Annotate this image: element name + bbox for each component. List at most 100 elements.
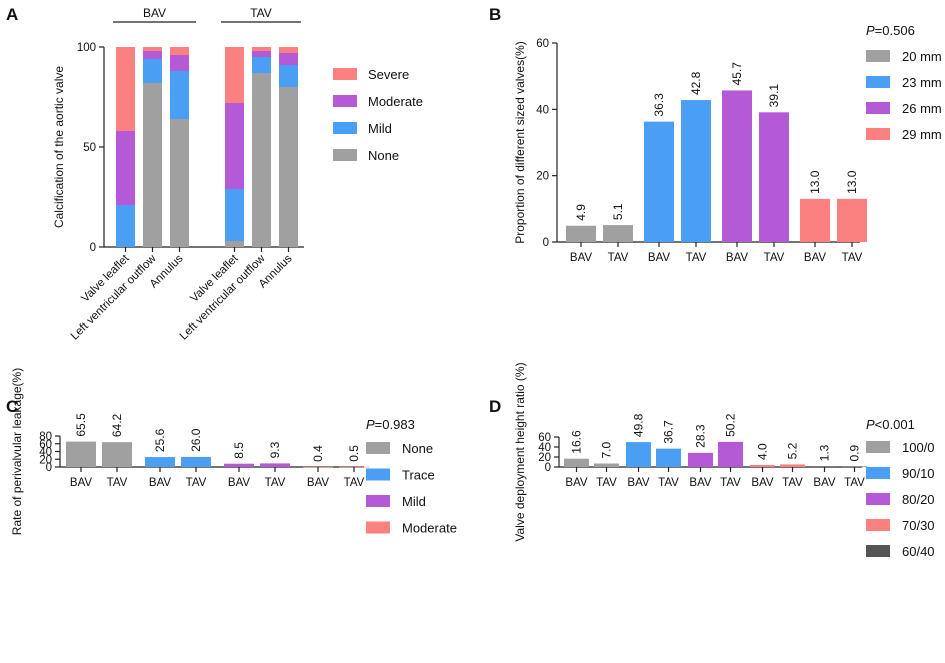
panel-d-x-tick-label: BAV [565,477,587,489]
panel-c-y-tick-label: 80 [39,431,52,443]
panel-b-y-tick-label: 60 [536,38,549,50]
panel-c-value-label: 0.5 [347,445,361,462]
panel-b-y-tick-label: 20 [536,171,549,183]
panel-b-plot: 0 20 40 60 Proportion of different sized val… [513,23,942,264]
panel-b-legend-swatch [866,50,890,62]
panel-c-x-tick-label: BAV [149,477,171,489]
panel-d-x-tick-label: TAV [782,477,803,489]
panel-d-y-axis-title: Valve deployment height ratio (%) [513,362,527,541]
panel-a-legend-label: Moderate [368,94,423,109]
panel-c-value-label: 64.2 [110,413,124,437]
panel-a-bar-segment-moderate [170,55,189,71]
panel-a-bar-segment-moderate [143,51,162,59]
panel-a-bar-segment-none [143,83,162,247]
panel-c-value-label: 0.4 [311,445,325,462]
panel-c-x-tick-label: TAV [344,477,365,489]
panel-d-value-label: 36.7 [662,420,676,444]
panel-b-x-tick-label: BAV [804,252,826,264]
panel-a-bar-segment-mild [252,57,271,73]
panel-c-bar-bav [66,441,96,467]
panel-a-legend-label: None [368,148,399,163]
panel-d-bar-tav [780,464,805,467]
panel-b-x-tick-label: BAV [726,252,748,264]
panel-c-bar-bav [224,463,254,467]
panel-b-bar-tav [759,112,789,243]
panel-d-legend-label: 70/30 [902,518,935,533]
panel-b-y-axis-title: Proportion of different sized valves(%) [513,41,527,244]
panel-c-p-value-text: =0.983 [375,417,415,432]
panel-d-p-value: P<0.001 [866,417,915,432]
panel-d-legend-swatch [866,545,890,557]
panel-c-legend-swatch [366,495,390,507]
panel-a-y-tick-label: 0 [90,242,96,254]
panel-d-value-label: 1.3 [818,444,832,461]
panel-b-value-label: 4.9 [574,204,588,221]
panel-b-value-label: 42.8 [689,71,703,95]
panel-b-bar-tav [603,225,633,242]
panel-c-value-label: 26.0 [189,428,203,452]
panel-b-value-label: 13.0 [808,170,822,194]
panel-c-x-tick-label: TAV [107,477,128,489]
panel-d-bar-bav [812,466,837,467]
panel-d-legend-swatch [866,519,890,531]
panel-a-legend-label: Severe [368,67,409,82]
panel-a-group-label: BAV [143,6,166,20]
panel-b-valve-size-chart: B 0 20 40 60 Proportion of different sized v… [489,5,942,264]
panel-b-x-tick-label: BAV [570,252,592,264]
panel-d-bar-tav [842,466,867,468]
panel-c-legend-swatch [366,442,390,454]
panel-d-bar-tav [656,448,681,467]
panel-b-legend-swatch [866,128,890,140]
panel-d-value-label: 4.0 [756,443,770,460]
panel-a-legend-swatch [333,68,357,80]
panel-letter-a: A [6,5,18,24]
panel-c-value-label: 65.5 [74,413,88,437]
panel-letter-b: B [489,5,501,24]
panel-b-y-tick-label: 0 [543,237,549,249]
panel-d-x-tick-label: TAV [658,477,679,489]
panel-c-legend-label: Mild [402,494,426,509]
panel-d-y-tick-label: 40 [538,442,551,454]
panel-d-x-tick-label: TAV [844,477,865,489]
panel-b-x-tick-label: TAV [842,252,863,264]
panel-b-bar-bav [644,121,674,242]
panel-a-legend-swatch [333,149,357,161]
panel-c-legend-label: None [402,441,433,456]
panel-a-y-tick-label: 100 [77,42,96,54]
panel-d-legend-label: 90/10 [902,466,935,481]
panel-c-y-tick-label: 60 [39,439,52,451]
panel-a-bar-segment-moderate [252,51,271,57]
panel-b-bar-bav [566,225,596,242]
panel-b-x-tick-label: TAV [686,252,707,264]
panel-c-legend-label: Trace [402,468,435,483]
panel-a-bar-segment-severe [170,47,189,55]
panel-a-bar-segment-moderate [279,53,298,65]
panel-b-legend-label: 26 mm [902,101,942,116]
panel-d-p-symbol: P [866,417,875,432]
panel-b-value-label: 13.0 [845,170,859,194]
panel-a-bar-segment-severe [279,47,298,53]
panel-c-bar-bav [145,457,175,467]
panel-c-x-tick-label: TAV [186,477,207,489]
panel-a-calcification-chart: A 0 50 100 Calcification of the aortic valv… [6,5,423,342]
panel-b-legend-label: 29 mm [902,127,942,142]
panel-d-y-tick-label: 0 [545,462,551,474]
panel-c-legend-swatch [366,468,390,481]
panel-b-legend-label: 23 mm [902,75,942,90]
panel-b-value-label: 39.1 [767,84,781,108]
panel-b-x-tick-label: TAV [764,252,785,264]
panel-b-legend-swatch [866,102,890,114]
panel-a-bar-segment-moderate [225,103,244,189]
panel-c-legend-swatch [366,521,390,534]
panel-a-bar-segment-none [225,241,244,247]
panel-d-value-label: 49.8 [632,413,646,437]
panel-d-legend-swatch [866,493,890,505]
panel-b-bar-bav [722,90,752,242]
panel-a-y-axis-title: Calcification of the aortic valve [52,66,66,228]
panel-b-value-label: 5.1 [611,203,625,220]
